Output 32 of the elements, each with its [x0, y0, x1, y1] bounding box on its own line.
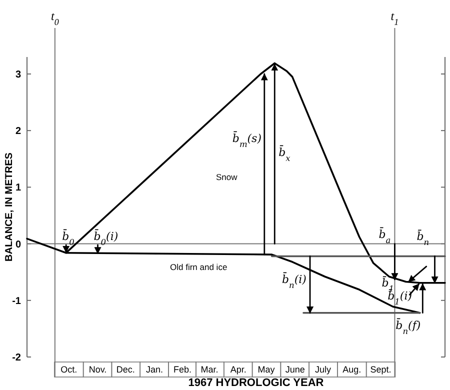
annotation: b̄$_{0}$ [62, 228, 74, 247]
x-tick-label: Aug. [342, 364, 362, 375]
x-axis-title: 1967 HYDROLOGIC YEAR [188, 377, 324, 389]
x-tick-label: July [315, 364, 332, 375]
y-tick-label: 2 [15, 126, 22, 138]
annotation: b̄$_{m}$(s) [232, 130, 262, 149]
x-tick-label: Feb. [173, 364, 192, 375]
x-tick-label: Apr. [230, 364, 246, 375]
y-axis-title: BALANCE, IN METRES [4, 152, 15, 262]
annotation: b̄$_{x}$ [278, 144, 291, 164]
x-tick-label: Jan. [146, 364, 164, 375]
x-tick-label: May [258, 364, 276, 375]
annotation: b̄$_{n}$(f) [396, 317, 421, 336]
x-tick-label: Sept. [370, 364, 392, 375]
ref-line-label: t$_{0}$ [51, 9, 60, 27]
annotation: b̄$_{0}$(i) [94, 228, 118, 247]
ref-line-label: t$_{1}$ [390, 9, 399, 27]
annotation: b̄$_{n}$(i) [282, 271, 306, 290]
y-tick-label: -2 [12, 352, 22, 364]
y-tick-label: 3 [15, 69, 22, 80]
y-tick-label: 1 [15, 182, 22, 194]
y-tick-label: 0 [15, 239, 22, 250]
annotation: Old firn and ice [170, 262, 228, 272]
x-tick-label: June [285, 364, 305, 375]
x-tick-label: Dec. [116, 364, 135, 375]
x-tick-label: Mar. [200, 364, 218, 375]
annotation: b̄$_{a}$ [378, 226, 391, 245]
x-tick-label: Oct. [60, 364, 78, 375]
y-tick-label: -1 [12, 296, 22, 307]
annotation: b̄$_{n}$ [416, 228, 430, 248]
x-tick-label: Nov. [88, 364, 107, 375]
annotation: Snow [216, 172, 238, 182]
